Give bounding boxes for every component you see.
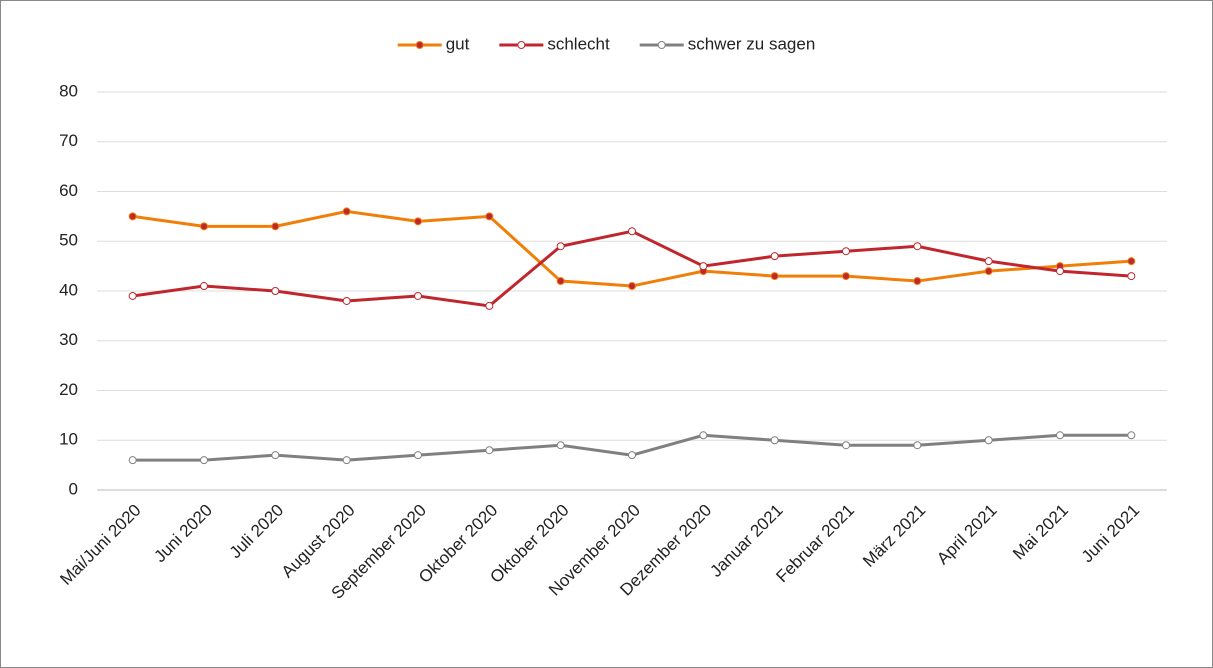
y-tick-label: 50 bbox=[59, 231, 78, 250]
marker bbox=[342, 456, 351, 465]
marker bbox=[128, 212, 137, 221]
marker bbox=[984, 267, 993, 276]
marker bbox=[1127, 257, 1136, 266]
marker bbox=[842, 272, 850, 281]
y-tick-label: 70 bbox=[59, 131, 78, 150]
marker bbox=[913, 441, 922, 450]
marker bbox=[485, 301, 494, 310]
marker bbox=[485, 446, 494, 455]
marker bbox=[770, 272, 779, 281]
marker bbox=[628, 227, 636, 236]
marker bbox=[342, 207, 351, 216]
marker bbox=[1127, 431, 1136, 440]
marker bbox=[271, 222, 280, 231]
marker bbox=[842, 247, 850, 256]
marker bbox=[984, 436, 993, 445]
y-tick-label: 40 bbox=[59, 280, 78, 299]
marker bbox=[699, 262, 708, 271]
marker bbox=[699, 431, 708, 440]
legend-label: gut bbox=[446, 34, 470, 53]
marker bbox=[628, 282, 636, 291]
legend-marker bbox=[415, 41, 424, 49]
marker bbox=[485, 212, 494, 221]
legend-marker bbox=[517, 41, 526, 49]
marker bbox=[1056, 431, 1064, 440]
marker bbox=[128, 456, 137, 465]
marker bbox=[271, 451, 280, 460]
marker bbox=[556, 277, 565, 286]
y-tick-label: 10 bbox=[59, 430, 78, 449]
marker bbox=[414, 291, 422, 300]
marker bbox=[1127, 272, 1136, 281]
marker bbox=[913, 277, 922, 286]
y-tick-label: 80 bbox=[59, 81, 78, 100]
marker bbox=[984, 257, 993, 266]
marker bbox=[628, 451, 636, 460]
y-tick-label: 30 bbox=[59, 330, 78, 349]
legend-label: schlecht bbox=[547, 34, 610, 53]
legend-label: schwer zu sagen bbox=[688, 34, 816, 53]
y-tick-label: 20 bbox=[59, 380, 78, 399]
marker bbox=[128, 291, 137, 300]
marker bbox=[770, 436, 779, 445]
marker bbox=[770, 252, 779, 261]
marker bbox=[200, 282, 208, 291]
legend-marker bbox=[657, 41, 666, 49]
marker bbox=[842, 441, 850, 450]
marker bbox=[1056, 267, 1064, 276]
marker bbox=[200, 456, 208, 465]
marker bbox=[200, 222, 208, 231]
marker bbox=[414, 217, 422, 226]
y-tick-label: 0 bbox=[69, 479, 78, 498]
marker bbox=[556, 242, 565, 251]
marker bbox=[556, 441, 565, 450]
y-tick-label: 60 bbox=[59, 181, 78, 200]
marker bbox=[271, 287, 280, 295]
marker bbox=[342, 296, 351, 305]
marker bbox=[913, 242, 922, 251]
marker bbox=[414, 451, 422, 460]
